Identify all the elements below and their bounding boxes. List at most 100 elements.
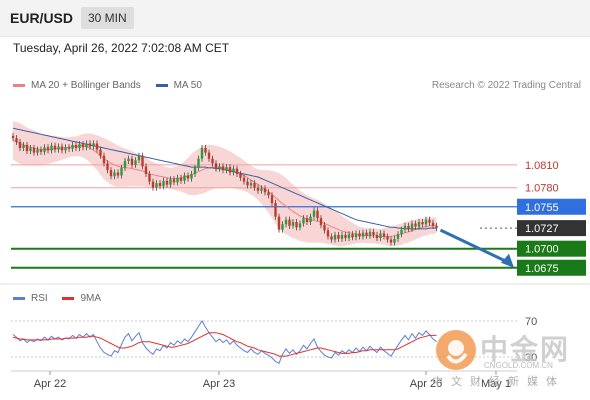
- header-bar: EUR/USD 30 MIN: [0, 0, 590, 37]
- candle: [29, 148, 32, 152]
- copyright: Research © 2022 Trading Central: [431, 80, 581, 91]
- candle: [197, 158, 200, 168]
- candle: [162, 180, 165, 187]
- level-box-1.0700: [517, 240, 586, 257]
- candle: [242, 177, 246, 182]
- candle: [144, 166, 148, 174]
- candle: [386, 236, 389, 240]
- candle: [407, 225, 410, 229]
- candle: [421, 222, 424, 225]
- candle: [120, 167, 123, 176]
- candle: [186, 175, 190, 179]
- candle: [305, 218, 309, 222]
- candle: [141, 155, 144, 167]
- symbol-title: EUR/USD: [10, 10, 74, 26]
- candle: [253, 183, 256, 188]
- x-tick-label: Apr 23: [203, 378, 235, 390]
- level-box-1.0727: [517, 220, 586, 237]
- candle: [88, 143, 92, 147]
- candle: [109, 170, 113, 177]
- bollinger-band: [13, 121, 437, 247]
- candle: [323, 225, 326, 231]
- candle: [11, 135, 15, 139]
- candle: [221, 166, 225, 171]
- candle: [431, 222, 435, 226]
- candle: [270, 195, 274, 203]
- candle: [375, 234, 379, 239]
- candle: [64, 147, 67, 151]
- watermark-en: CNGOLD.COM.CN: [484, 361, 553, 370]
- candle: [81, 144, 85, 148]
- candle: [113, 172, 116, 177]
- candle: [92, 143, 95, 147]
- rsi-swatch: [13, 296, 25, 300]
- candle: [428, 219, 431, 223]
- candle: [400, 229, 403, 235]
- candle: [53, 145, 57, 150]
- candle: [169, 179, 172, 185]
- candle: [267, 192, 270, 196]
- ma50-swatch: [155, 83, 168, 87]
- x-tick-label: Apr 22: [34, 378, 66, 390]
- candle: [134, 160, 137, 165]
- candle: [249, 183, 253, 186]
- candle: [396, 234, 400, 239]
- forecast-arrow-shaft: [439, 228, 508, 264]
- watermark-logo: [436, 330, 476, 370]
- candle: [365, 232, 368, 236]
- price-legend: MA 20 + Bollinger Bands MA 50: [13, 80, 214, 91]
- rsi-9ma-line: [12, 332, 437, 357]
- candle: [414, 223, 417, 227]
- candle: [347, 234, 351, 239]
- candle: [260, 188, 263, 191]
- candle: [99, 149, 102, 156]
- x-tick-label: Apr 26: [410, 378, 442, 390]
- candle: [232, 168, 235, 173]
- legend-rsi-label: RSI: [31, 293, 48, 304]
- candle: [309, 216, 312, 222]
- ma20-swatch: [13, 83, 25, 87]
- candle: [389, 239, 393, 243]
- candle: [158, 183, 162, 187]
- legend-ma20: MA 20 + Bollinger Bands: [13, 80, 141, 91]
- forecast-arrow-head: [501, 253, 514, 268]
- candle: [179, 177, 183, 181]
- x-axis-layer: Apr 22 Apr 23 Apr 26 May 1: [11, 370, 517, 390]
- candle: [207, 152, 211, 159]
- candle: [333, 234, 337, 240]
- candle: [137, 155, 141, 161]
- bollinger-band-layer: [13, 121, 437, 247]
- candle: [239, 173, 242, 178]
- candle: [372, 231, 375, 235]
- candle: [417, 222, 421, 227]
- candle: [337, 234, 340, 239]
- candle: [165, 180, 169, 185]
- candle: [18, 141, 22, 149]
- candle: [235, 168, 239, 174]
- candle: [32, 148, 36, 153]
- candle: [183, 175, 186, 181]
- candle: [403, 225, 407, 230]
- rsi-line: [12, 320, 437, 364]
- candle: [95, 143, 99, 150]
- candle: [410, 223, 414, 229]
- candle: [57, 146, 60, 150]
- watermark-subtitle: 中文财经新媒体: [432, 375, 565, 388]
- candle: [393, 238, 396, 243]
- rsi-legend: RSI 9MA: [13, 293, 113, 304]
- legend-ma20-label: MA 20 + Bollinger Bands: [31, 80, 141, 91]
- timeframe-button[interactable]: 30 MIN: [81, 7, 134, 29]
- candle: [319, 218, 323, 226]
- candle: [60, 146, 64, 151]
- candle: [379, 233, 382, 239]
- rsi-level-label-70: 70: [525, 316, 537, 328]
- ma50-line: [12, 127, 437, 230]
- candle: [263, 188, 267, 193]
- candle: [148, 173, 151, 182]
- candle: [102, 155, 106, 164]
- legend-9ma-label: 9MA: [80, 293, 102, 304]
- candle: [36, 149, 39, 153]
- candle: [351, 234, 354, 238]
- candle: [424, 219, 428, 225]
